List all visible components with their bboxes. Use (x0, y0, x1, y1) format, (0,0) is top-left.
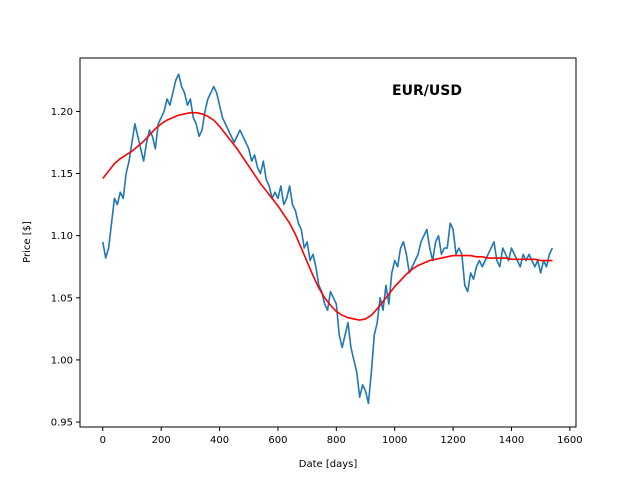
x-tick-label: 0 (100, 435, 106, 446)
x-tick-label: 1000 (382, 435, 407, 446)
x-axis-label: Date [days] (299, 459, 358, 470)
y-tick-label: 1.00 (51, 355, 73, 366)
x-tick-label: 600 (268, 435, 287, 446)
y-axis-ticks: 0.95 1.00 1.05 1.10 1.15 1.20 (51, 107, 80, 429)
plot-lines (101, 73, 554, 405)
plot-frame (79, 57, 577, 428)
y-tick-label: 1.10 (51, 231, 73, 242)
y-tick-label: 1.05 (51, 293, 73, 304)
y-tick-label: 1.20 (51, 107, 73, 118)
x-tick-label: 1400 (499, 435, 524, 446)
series-line-2 (102, 111, 553, 321)
y-tick-label: 0.95 (51, 418, 73, 429)
x-tick-label: 200 (152, 435, 171, 446)
y-axis-label: Price [$] (22, 221, 33, 263)
x-tick-label: 800 (327, 435, 346, 446)
x-tick-label: 400 (210, 435, 229, 446)
chart-title: EUR/USD (392, 83, 462, 99)
x-tick-label: 1600 (557, 435, 582, 446)
x-tick-label: 1200 (440, 435, 465, 446)
x-axis-ticks: 0 200 400 600 800 1000 1200 1400 1600 (100, 427, 583, 446)
series-line-1 (101, 73, 554, 405)
y-tick-label: 1.15 (51, 169, 73, 180)
